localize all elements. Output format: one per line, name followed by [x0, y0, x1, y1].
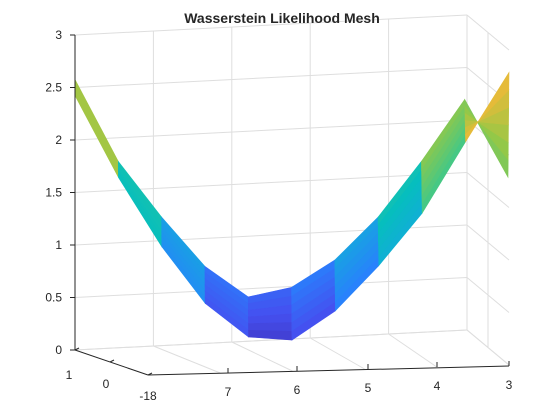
- z-tick-label: 2: [55, 133, 62, 147]
- mesh-patch: [74, 92, 119, 178]
- side-tick-label: -18: [139, 389, 157, 403]
- front-tick-label: 4: [434, 379, 441, 393]
- surface-layer: [74, 71, 510, 341]
- floor-gridline: [309, 337, 365, 370]
- mesh-patch: [248, 322, 293, 332]
- z-tick-label: 2.5: [45, 81, 62, 95]
- z-tick-label: 0.5: [45, 291, 62, 305]
- axis-layer: 00.511.522.537 6 5 4 310-18: [45, 28, 512, 403]
- chart-title: Wasserstein Likelihood Mesh: [184, 10, 380, 26]
- front-tick-label: 7: [225, 385, 232, 399]
- side-tick-label: 1: [66, 368, 73, 382]
- mesh-patch: [465, 71, 510, 143]
- side-axis-line: [74, 349, 149, 376]
- z-gridline: [74, 172, 468, 193]
- front-tick-label: 3: [506, 378, 513, 392]
- z-gridline: [74, 119, 468, 141]
- z-tick-label: 1.5: [45, 186, 62, 200]
- z-gridline: [466, 14, 510, 51]
- front-tick-label: 5: [365, 381, 372, 395]
- floor-gridline: [231, 341, 293, 372]
- floor-gridline: [74, 329, 468, 351]
- z-gridline: [74, 67, 468, 88]
- front-tick-label: 6: [294, 383, 301, 397]
- side-tick-label: 0: [103, 377, 110, 391]
- z-tick-label: 0: [55, 343, 62, 357]
- z-gridline: [74, 277, 468, 298]
- grid-layer: [74, 14, 510, 374]
- mesh-patch: [161, 226, 206, 286]
- side-tick-mark: [147, 372, 153, 376]
- floor-gridline: [153, 345, 221, 374]
- floor-gridline: [466, 329, 510, 366]
- front-axis-line: [147, 365, 510, 376]
- side-tick-mark: [74, 347, 80, 351]
- side-tick-mark: [109, 359, 115, 363]
- z-gridline: [74, 14, 468, 36]
- mesh-patch: [248, 329, 293, 341]
- floor-gridline: [388, 333, 438, 368]
- z-tick-label: 3: [55, 28, 62, 42]
- z-tick-label: 1: [55, 238, 62, 252]
